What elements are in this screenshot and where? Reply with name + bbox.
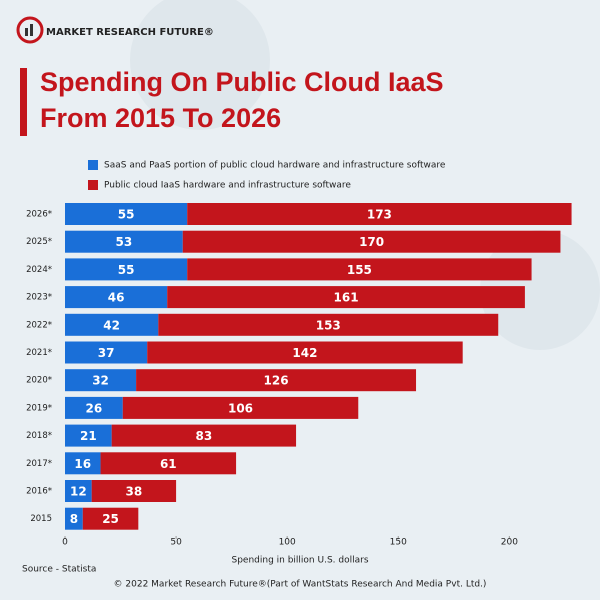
bar-segment — [65, 230, 183, 253]
bar-segment — [65, 341, 148, 364]
legend-label: SaaS and PaaS portion of public cloud ha… — [104, 161, 446, 171]
background-shape — [130, 0, 270, 130]
x-tick-label: 0 — [62, 538, 68, 548]
bar-segment — [187, 203, 572, 225]
data-label: 46 — [108, 291, 125, 305]
chart-title: From 2015 To 2026 — [40, 103, 281, 133]
data-label: 173 — [367, 208, 392, 222]
bar-segment — [182, 230, 561, 253]
brand-logo — [25, 28, 28, 36]
bar-segment — [65, 480, 92, 502]
data-label: 142 — [292, 346, 317, 360]
bar-segment — [65, 424, 112, 447]
bar-segment — [65, 313, 159, 336]
legend-label: Public cloud IaaS hardware and infrastru… — [104, 181, 351, 191]
data-label: 170 — [359, 235, 384, 249]
y-tick-label: 2017* — [26, 459, 52, 469]
data-label: 161 — [334, 291, 359, 305]
legend-swatch — [88, 180, 98, 190]
chart-title: Spending On Public Cloud IaaS — [40, 67, 444, 97]
data-label: 153 — [316, 318, 341, 332]
bar-segment — [65, 258, 188, 281]
y-tick-label: 2019* — [26, 403, 52, 413]
bar-segment — [111, 424, 297, 447]
bar-segment — [147, 341, 463, 364]
data-label: 21 — [80, 429, 97, 443]
data-label: 32 — [92, 374, 109, 388]
bar-segment — [158, 313, 499, 336]
data-label: 61 — [160, 457, 177, 471]
x-axis-label: Spending in billion U.S. dollars — [231, 556, 368, 566]
y-tick-label: 2021* — [26, 348, 52, 358]
y-tick-label: 2020* — [26, 376, 52, 386]
y-tick-label: 2024* — [26, 265, 52, 275]
title-accent — [20, 68, 27, 136]
bar-segment — [122, 396, 359, 419]
x-tick-label: 150 — [390, 538, 407, 548]
y-tick-label: 2023* — [26, 293, 52, 303]
legend-swatch — [88, 160, 98, 170]
bar-segment — [65, 286, 168, 309]
y-tick-label: 2026* — [26, 210, 52, 220]
data-label: 106 — [228, 401, 253, 415]
data-label: 12 — [70, 485, 87, 499]
data-label: 26 — [86, 401, 103, 415]
bar-segment — [65, 452, 101, 475]
bar-segment — [167, 286, 525, 309]
data-label: 83 — [196, 429, 213, 443]
brand-logo — [30, 24, 33, 36]
y-tick-label: 2016* — [26, 487, 52, 497]
x-tick-label: 50 — [170, 538, 182, 548]
bar-segment — [82, 507, 139, 530]
x-tick-label: 100 — [279, 538, 296, 548]
data-label: 8 — [70, 512, 78, 526]
bar-segment — [136, 369, 417, 392]
y-tick-label: 2018* — [26, 431, 52, 441]
data-label: 126 — [264, 374, 289, 388]
brand-name: MARKET RESEARCH FUTURE® — [46, 27, 214, 38]
brand-logo — [16, 16, 44, 44]
data-label: 155 — [347, 263, 372, 277]
bar-segment — [65, 203, 188, 225]
data-label: 55 — [118, 263, 135, 277]
x-tick-label: 200 — [501, 538, 518, 548]
bar-segment — [100, 452, 237, 475]
bar-segment — [65, 396, 123, 419]
source: Source - Statista — [22, 565, 96, 575]
data-label: 42 — [103, 318, 120, 332]
data-label: 53 — [116, 235, 133, 249]
bar-segment — [91, 480, 177, 502]
data-label: 55 — [118, 208, 135, 222]
data-label: 25 — [102, 512, 119, 526]
bar-segment — [65, 369, 137, 392]
bar-segment — [65, 507, 83, 530]
data-label: 37 — [98, 346, 115, 360]
data-label: 16 — [74, 457, 91, 471]
copyright: © 2022 Market Research Future®(Part of W… — [114, 580, 487, 590]
bar-segment — [187, 258, 532, 281]
y-tick-label: 2022* — [26, 320, 52, 330]
y-tick-label: 2025* — [26, 237, 52, 247]
y-tick-label: 2015 — [30, 514, 52, 524]
data-label: 38 — [126, 485, 143, 499]
